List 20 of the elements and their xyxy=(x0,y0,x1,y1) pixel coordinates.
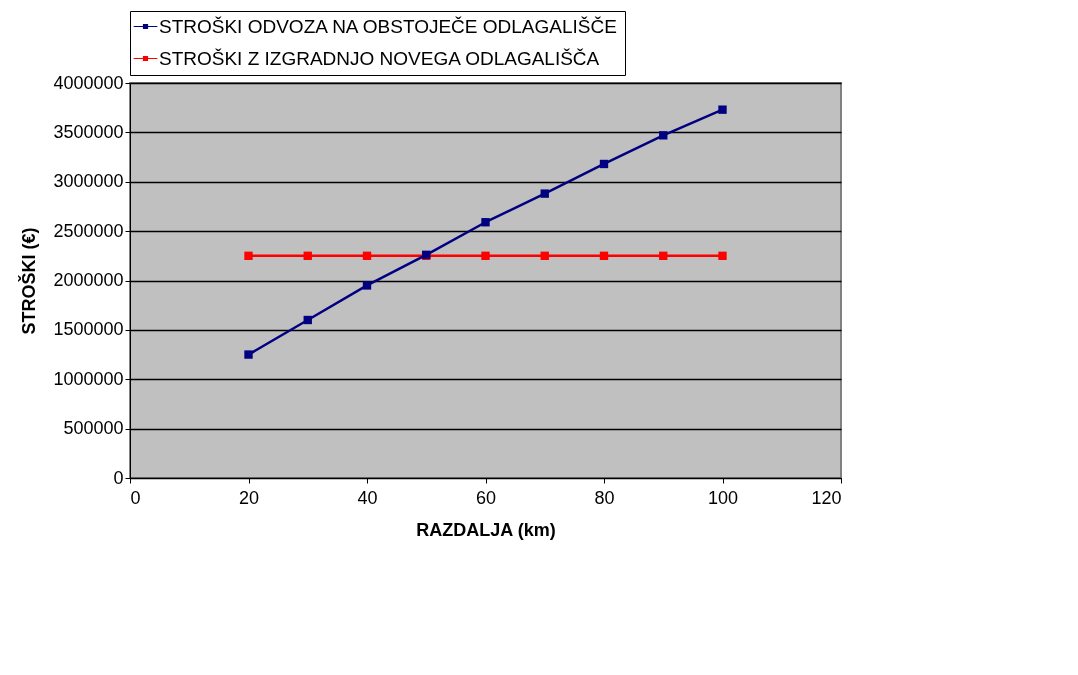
y-axis-title: STROŠKI (€) xyxy=(18,227,40,335)
legend-label: STROŠKI ODVOZA NA OBSTOJEČE ODLAGALIŠČE xyxy=(159,15,617,37)
x-tick-label: 20 xyxy=(238,487,260,508)
x-tick-label: 80 xyxy=(594,487,615,508)
y-tick-label: 4000000 xyxy=(53,72,124,93)
y-tick-label: 3000000 xyxy=(53,171,124,192)
y-tick-label: 3500000 xyxy=(53,121,124,142)
legend-label: STROŠKI Z IZGRADNJO NOVEGA ODLAGALIŠČA xyxy=(159,47,600,69)
x-tick-label: 60 xyxy=(475,487,497,508)
y-tick-label: 2500000 xyxy=(53,220,124,241)
x-tick-label: 40 xyxy=(357,487,378,508)
x-tick-label: 0 xyxy=(130,487,141,508)
x-tick-label: 120 xyxy=(811,487,842,508)
y-tick-label: 1000000 xyxy=(53,368,124,389)
y-tick-label: 0 xyxy=(113,467,124,488)
y-tick-label: 2000000 xyxy=(53,270,124,290)
x-tick-label: 100 xyxy=(707,487,739,508)
x-axis-title: RAZDALJA (km) xyxy=(416,519,556,540)
y-tick-label: 500000 xyxy=(63,418,124,439)
y-tick-label: 1500000 xyxy=(53,319,124,340)
